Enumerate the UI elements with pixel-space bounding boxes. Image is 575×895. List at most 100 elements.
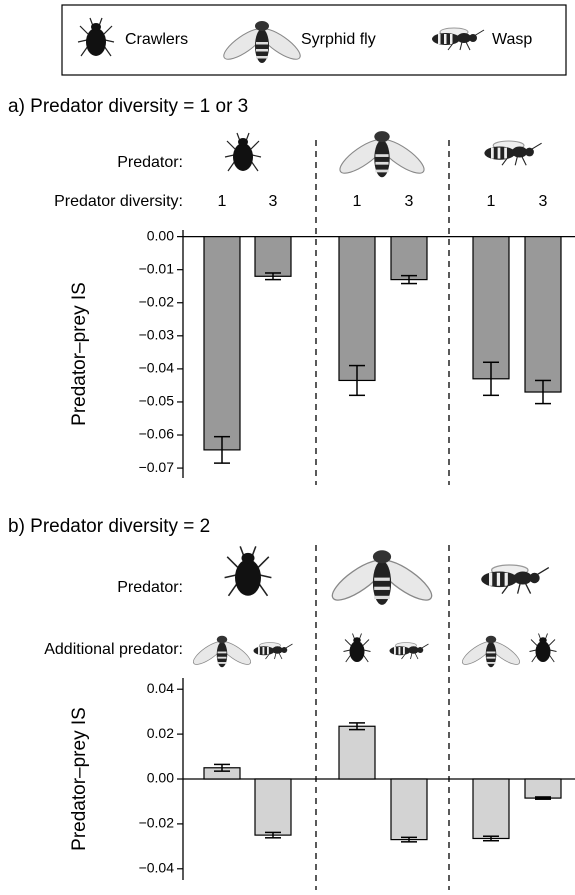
wasp-icon <box>390 643 429 660</box>
y-tick-label: −0.02 <box>139 815 175 831</box>
category-label: 1 <box>487 193 496 210</box>
y-tick-label: −0.07 <box>139 459 175 475</box>
bar <box>473 779 509 838</box>
panel-title: a) Predator diversity = 1 or 3 <box>8 96 248 117</box>
bar <box>473 237 509 379</box>
head <box>281 647 287 653</box>
leg <box>225 575 237 578</box>
leg <box>525 583 530 593</box>
stripe <box>487 652 496 654</box>
category-label: 3 <box>539 193 548 210</box>
body <box>536 641 551 662</box>
legend-label: Crawlers <box>125 31 188 48</box>
stripe <box>450 34 453 44</box>
head <box>539 637 547 643</box>
stripe <box>491 148 494 159</box>
y-tick-label: −0.01 <box>139 260 175 276</box>
bar <box>255 779 291 835</box>
stripe <box>218 662 227 664</box>
thorax <box>514 572 532 585</box>
leg <box>345 640 351 646</box>
crawler-icon <box>530 634 557 663</box>
leg <box>78 40 87 42</box>
category-label: 1 <box>218 193 227 210</box>
row-label: Predator diversity: <box>54 193 183 210</box>
panel-title: b) Predator diversity = 2 <box>8 516 210 537</box>
category-label: 1 <box>353 193 362 210</box>
wasp-icon <box>432 28 484 50</box>
leg <box>252 155 261 157</box>
leg <box>279 653 282 659</box>
y-axis-label: Predator–prey IS <box>69 282 90 426</box>
head <box>525 148 534 157</box>
stripe <box>267 647 269 655</box>
head <box>238 138 248 146</box>
bar <box>525 779 561 798</box>
leg <box>344 650 351 652</box>
thorax <box>457 33 471 43</box>
leg <box>549 640 555 646</box>
leg <box>227 141 235 149</box>
wasp-icon <box>254 643 293 660</box>
head <box>217 636 228 644</box>
crawler-icon <box>78 18 114 56</box>
thorax <box>272 646 283 654</box>
stripe <box>374 587 390 590</box>
leg <box>105 40 114 42</box>
y-tick-label: −0.05 <box>139 393 175 409</box>
row-label: Predator: <box>117 579 183 596</box>
leg <box>518 583 521 593</box>
leg <box>515 156 517 165</box>
stripe <box>504 148 507 159</box>
crawler-icon <box>225 133 261 171</box>
head <box>374 131 389 142</box>
y-tick-label: 0.00 <box>147 770 174 786</box>
stripe <box>375 170 388 173</box>
leg <box>80 26 88 34</box>
y-tick-label: −0.04 <box>139 859 175 875</box>
y-tick-label: −0.03 <box>139 327 175 343</box>
bar <box>525 237 561 392</box>
head <box>529 573 539 583</box>
leg <box>531 640 537 646</box>
row-label: Additional predator: <box>44 641 183 658</box>
head <box>255 21 269 31</box>
body <box>233 143 253 171</box>
fly-icon <box>327 550 437 606</box>
head <box>373 550 391 563</box>
bar <box>204 237 240 450</box>
stripe <box>505 573 508 586</box>
thorax <box>512 147 527 158</box>
leg <box>258 557 268 567</box>
stripe <box>374 596 390 599</box>
stripe <box>256 42 268 45</box>
category-label: 3 <box>269 193 278 210</box>
legend-label: Syrphid fly <box>301 31 376 48</box>
category-label: 3 <box>405 193 414 210</box>
stripe <box>218 657 227 659</box>
y-tick-label: 0.02 <box>147 725 174 741</box>
leg <box>225 155 234 157</box>
stripe <box>375 162 388 165</box>
stripe <box>218 652 227 654</box>
bar <box>391 779 427 840</box>
fly-icon <box>190 636 253 668</box>
y-tick-label: 0.00 <box>147 227 174 243</box>
leg <box>275 653 277 659</box>
y-axis-label: Predator–prey IS <box>69 707 90 851</box>
stripe <box>487 662 496 664</box>
leg <box>530 650 537 652</box>
stripe <box>394 647 396 655</box>
leg <box>550 650 557 652</box>
y-tick-label: −0.04 <box>139 360 175 376</box>
leg <box>364 650 371 652</box>
stripe <box>487 657 496 659</box>
head <box>353 637 361 643</box>
crawler-icon <box>225 546 272 595</box>
wasp-icon <box>481 565 549 594</box>
bar <box>339 726 375 779</box>
stripe <box>497 573 500 586</box>
stripe <box>498 148 501 159</box>
stripe <box>444 34 447 44</box>
stripe <box>489 573 492 586</box>
